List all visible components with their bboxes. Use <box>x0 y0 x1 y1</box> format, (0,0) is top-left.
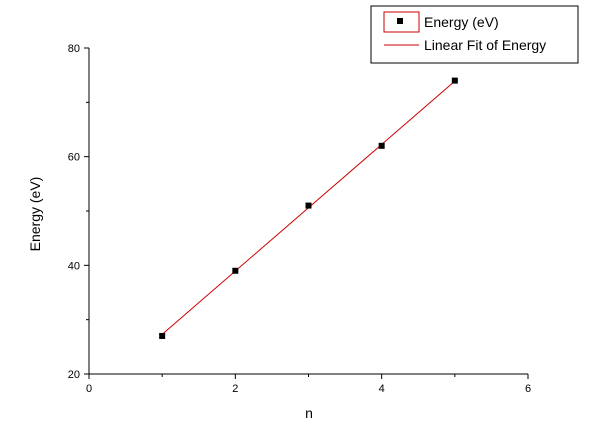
data-point <box>378 142 385 149</box>
y-tick-label: 40 <box>68 260 80 272</box>
y-tick-label: 60 <box>68 152 80 164</box>
legend-marker-square-icon <box>397 18 403 24</box>
data-point <box>159 332 166 339</box>
x-tick-label: 0 <box>86 383 92 395</box>
data-points <box>159 77 458 339</box>
x-tick-label: 2 <box>232 383 238 395</box>
y-axis-ticks: 20 40 60 80 <box>68 43 89 381</box>
x-tick-label: 4 <box>379 383 385 395</box>
legend-box <box>370 5 579 64</box>
data-point <box>451 77 458 84</box>
y-tick-label: 20 <box>68 369 80 381</box>
legend-label-fit: Linear Fit of Energy <box>424 37 546 53</box>
x-axis-title: n <box>305 405 313 421</box>
x-axis-ticks: 0 2 4 6 <box>86 374 531 395</box>
data-point <box>232 267 239 274</box>
legend-item-highlight <box>383 11 420 33</box>
x-tick-label: 6 <box>525 383 531 395</box>
legend-label-energy: Energy (eV) <box>424 14 499 30</box>
legend: Energy (eV) Linear Fit of Energy <box>370 5 579 64</box>
data-point <box>305 202 312 209</box>
plot-area: 0 2 4 6 20 40 60 80 <box>68 43 531 395</box>
y-tick-label: 80 <box>68 43 80 55</box>
y-axis-title: Energy (eV) <box>27 177 43 252</box>
